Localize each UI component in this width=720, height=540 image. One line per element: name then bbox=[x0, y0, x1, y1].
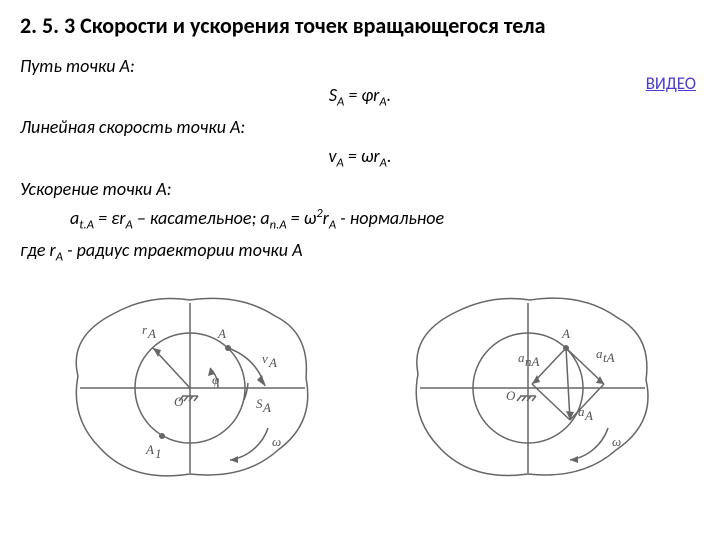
svg-text:φ: φ bbox=[212, 372, 219, 387]
svg-text:A: A bbox=[584, 408, 593, 423]
path-label: Путь точки А: bbox=[20, 53, 700, 80]
svg-text:nA: nA bbox=[525, 354, 540, 369]
accel-formula: at.A = εrA – касательное; an.A = ω2rA - … bbox=[20, 205, 700, 235]
velocity-formula: vA = ωrA. bbox=[20, 143, 700, 173]
acceleration-diagram: A anA atA aA O ω bbox=[400, 288, 660, 488]
accel-label: Ускорение точки А: bbox=[20, 176, 700, 203]
where-line: где rA - радиус траектории точки А bbox=[20, 237, 700, 267]
section-heading: 2. 5. 3 Скорости и ускорения точек враща… bbox=[20, 12, 700, 39]
svg-text:a: a bbox=[578, 404, 585, 419]
svg-text:a: a bbox=[518, 350, 525, 365]
diagrams-row: rA A vA O φ SA A1 ω bbox=[20, 288, 700, 488]
svg-text:A: A bbox=[268, 355, 277, 370]
svg-text:ω: ω bbox=[272, 434, 281, 449]
svg-text:A: A bbox=[561, 326, 570, 341]
svg-text:a: a bbox=[596, 346, 603, 361]
svg-text:A: A bbox=[145, 442, 154, 457]
main-content: ВИДЕО Путь точки А: SA = φrA. Линейная с… bbox=[20, 53, 700, 488]
path-formula: SA = φrA. bbox=[20, 82, 700, 112]
svg-text:O: O bbox=[174, 394, 184, 409]
svg-text:A: A bbox=[217, 326, 226, 341]
video-link[interactable]: ВИДЕО bbox=[646, 71, 696, 97]
svg-text:v: v bbox=[262, 351, 268, 366]
svg-text:O: O bbox=[506, 388, 516, 403]
svg-text:A: A bbox=[147, 326, 156, 341]
velocity-diagram: rA A vA O φ SA A1 ω bbox=[60, 288, 320, 488]
svg-text:tA: tA bbox=[603, 350, 615, 365]
svg-text:1: 1 bbox=[155, 446, 162, 461]
svg-text:S: S bbox=[256, 396, 263, 411]
svg-text:ω: ω bbox=[612, 434, 621, 449]
velocity-label: Линейная скорость точки А: bbox=[20, 114, 700, 141]
svg-text:A: A bbox=[262, 400, 271, 415]
